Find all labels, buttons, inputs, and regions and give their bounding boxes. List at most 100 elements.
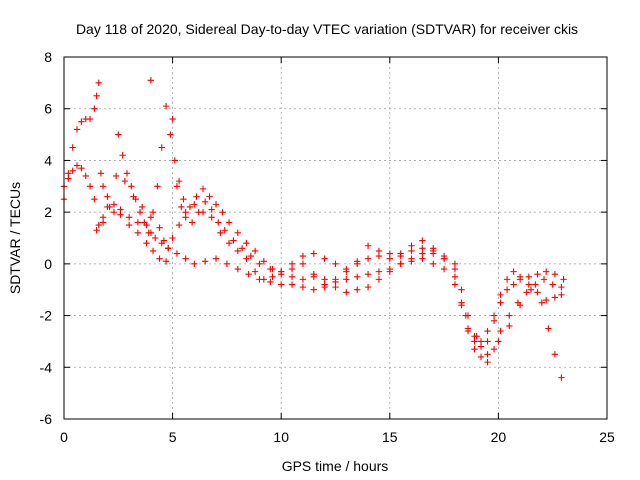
data-point bbox=[91, 196, 98, 203]
data-point bbox=[188, 219, 196, 226]
data-point bbox=[321, 276, 328, 283]
data-point bbox=[93, 92, 100, 99]
data-point bbox=[386, 268, 393, 275]
data-point bbox=[175, 221, 183, 229]
data-point bbox=[477, 353, 485, 361]
data-point bbox=[310, 271, 317, 278]
chart-title: Day 118 of 2020, Sidereal Day-to-day VTE… bbox=[76, 21, 578, 37]
data-point bbox=[464, 312, 472, 319]
data-point bbox=[299, 283, 307, 291]
data-point bbox=[230, 237, 237, 244]
data-point bbox=[173, 183, 181, 190]
data-point bbox=[527, 286, 535, 293]
data-point bbox=[191, 260, 198, 268]
data-point bbox=[110, 201, 118, 208]
data-point bbox=[354, 286, 361, 293]
y-tick-label: 2 bbox=[44, 204, 52, 220]
data-point bbox=[332, 283, 339, 291]
data-point bbox=[208, 206, 215, 213]
data-point bbox=[251, 247, 259, 255]
data-point bbox=[267, 265, 274, 273]
data-point bbox=[95, 221, 102, 229]
data-point bbox=[245, 271, 252, 278]
data-point bbox=[193, 193, 200, 200]
data-point bbox=[484, 351, 491, 358]
data-point bbox=[558, 374, 565, 381]
data-point bbox=[147, 77, 155, 84]
data-point bbox=[538, 299, 546, 306]
data-point bbox=[134, 229, 142, 237]
data-point bbox=[503, 276, 511, 283]
x-axis-label: GPS time / hours bbox=[282, 458, 389, 474]
data-point bbox=[112, 172, 120, 180]
data-point bbox=[364, 271, 372, 278]
data-point bbox=[225, 219, 233, 226]
data-point bbox=[195, 208, 202, 216]
data-point bbox=[160, 237, 168, 244]
data-point bbox=[451, 281, 459, 288]
y-tick-label: -2 bbox=[40, 308, 53, 324]
data-point bbox=[154, 183, 161, 190]
axis-ticks: 0 5 10 15 20 25 -6 -4 -2 0 2 4 6 8 bbox=[40, 49, 615, 445]
data-point bbox=[510, 268, 517, 275]
data-series bbox=[115, 77, 565, 345]
plot-frame bbox=[63, 56, 608, 420]
data-point bbox=[206, 193, 213, 200]
data-point bbox=[364, 255, 372, 262]
data-point bbox=[288, 260, 296, 268]
data-point bbox=[497, 299, 504, 306]
data-point bbox=[221, 227, 228, 234]
data-point bbox=[158, 144, 165, 151]
data-point bbox=[490, 312, 498, 319]
data-point bbox=[243, 255, 250, 262]
data-point bbox=[125, 214, 133, 221]
data-point bbox=[430, 260, 437, 268]
data-point bbox=[141, 219, 148, 226]
data-point bbox=[386, 255, 393, 262]
data-point bbox=[78, 118, 85, 125]
data-point bbox=[558, 291, 565, 299]
data-point bbox=[110, 208, 118, 216]
data-point bbox=[234, 265, 241, 273]
data-point bbox=[343, 276, 350, 283]
data-point bbox=[408, 255, 415, 262]
data-point bbox=[510, 281, 517, 288]
data-point bbox=[117, 206, 124, 213]
data-point bbox=[375, 268, 383, 275]
data-point bbox=[208, 214, 215, 221]
data-point bbox=[440, 265, 448, 273]
data-point bbox=[165, 245, 172, 252]
data-point bbox=[186, 203, 194, 211]
data-point bbox=[364, 283, 372, 291]
data-point bbox=[178, 203, 185, 211]
data-point bbox=[162, 102, 170, 110]
data-point bbox=[523, 289, 530, 296]
y-tick-label: 4 bbox=[44, 152, 52, 168]
x-tick-label: 10 bbox=[273, 429, 289, 445]
data-point bbox=[299, 260, 307, 268]
data-point bbox=[234, 247, 241, 255]
data-point bbox=[199, 185, 207, 193]
data-point bbox=[299, 276, 307, 283]
data-point bbox=[260, 258, 268, 265]
data-point bbox=[201, 258, 209, 265]
data-point bbox=[156, 224, 163, 231]
data-point bbox=[525, 281, 533, 288]
data-point bbox=[78, 164, 85, 172]
x-tick-label: 0 bbox=[60, 429, 68, 445]
data-point bbox=[65, 170, 72, 177]
data-point bbox=[175, 177, 183, 185]
y-tick-label: 0 bbox=[44, 256, 52, 272]
data-point bbox=[525, 273, 533, 280]
data-point bbox=[278, 271, 285, 278]
data-point bbox=[212, 255, 220, 262]
data-point bbox=[440, 255, 448, 262]
data-point bbox=[354, 258, 361, 265]
data-point bbox=[182, 255, 189, 262]
data-point bbox=[73, 162, 81, 169]
data-point bbox=[497, 327, 504, 335]
data-point bbox=[484, 338, 491, 345]
data-point bbox=[269, 273, 276, 280]
